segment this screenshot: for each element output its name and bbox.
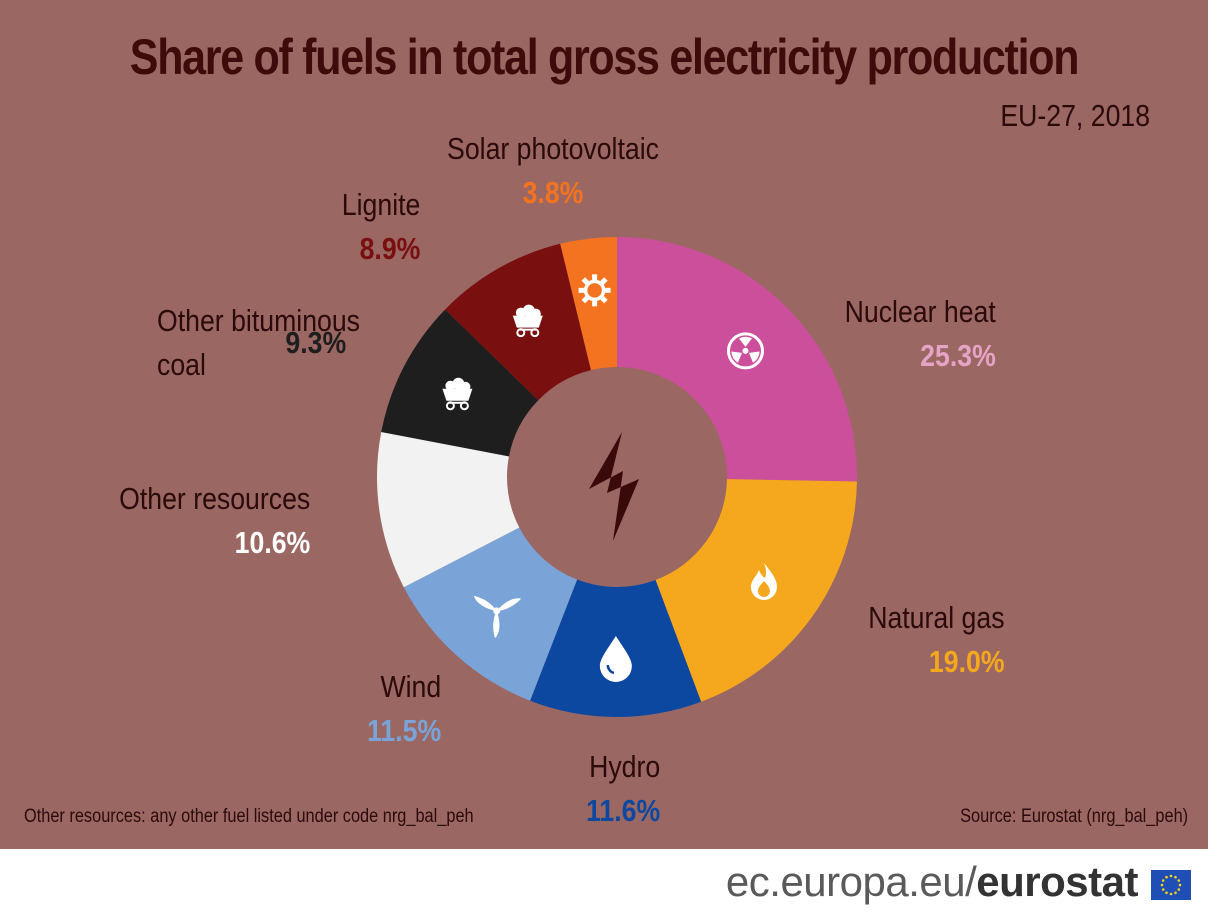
label-lignite: Lignite 8.9% — [341, 183, 420, 271]
label-other-bituminous-coal: Other bituminous coal 9.3% — [157, 299, 381, 387]
slice-value: 11.5% — [366, 713, 441, 748]
eu-flag-icon — [1151, 870, 1191, 900]
slice-solar-photovoltaic — [560, 237, 617, 371]
coal-cart-icon — [512, 304, 543, 338]
electricity-bolt-icon — [589, 432, 639, 541]
chart-subtitle: EU-27, 2018 — [1000, 98, 1150, 133]
label-nuclear-heat: Nuclear heat 25.3% — [845, 290, 996, 378]
source-note: Source: Eurostat (nrg_bal_peh) — [960, 806, 1188, 827]
slice-name: Other bituminous — [157, 303, 361, 338]
label-natural-gas: Natural gas 19.0% — [869, 596, 1005, 684]
label-hydro: Hydro 11.6% — [586, 745, 660, 833]
brand-name: eurostat — [976, 858, 1138, 905]
brand-site: ec.europa.eu/ — [725, 858, 977, 905]
radiation-icon — [726, 332, 764, 370]
slice-name: Nuclear heat — [844, 294, 996, 329]
slice-value: 10.6% — [234, 525, 310, 560]
slice-value: 3.8% — [522, 175, 584, 210]
slice-name: Solar photovoltaic — [447, 131, 659, 166]
slice-name: Natural gas — [868, 600, 1005, 635]
slice-name-line-2: coal — [157, 347, 206, 382]
label-other-resources: Other resources 10.6% — [119, 477, 310, 565]
label-wind: Wind 11.5% — [367, 665, 441, 753]
water-drop-icon — [599, 635, 632, 682]
slice-value: 19.0% — [929, 644, 1005, 679]
slice-value: 25.3% — [920, 338, 996, 373]
wind-turbine-icon — [473, 595, 522, 639]
sun-icon — [578, 274, 611, 307]
eurostat-link[interactable]: ec.europa.eu/eurostat — [725, 858, 1139, 906]
slice-other-resources — [376, 432, 520, 588]
label-solar-photovoltaic: Solar photovoltaic 3.8% — [404, 127, 702, 215]
slice-name: Hydro — [588, 749, 660, 784]
slice-value: 11.6% — [585, 793, 660, 828]
slice-value: 8.9% — [359, 231, 420, 266]
coal-cart-icon — [442, 377, 473, 411]
chart-title: Share of fuels in total gross electricit… — [129, 29, 1080, 85]
flame-icon — [750, 562, 777, 600]
donut-chart — [376, 237, 857, 717]
slice-wind — [403, 527, 578, 701]
slice-name: Lignite — [341, 187, 420, 222]
slice-name: Wind — [380, 669, 441, 704]
footnote: Other resources: any other fuel listed u… — [24, 806, 474, 827]
slice-value: 9.3% — [285, 325, 347, 360]
slice-name: Other resources — [118, 481, 310, 516]
